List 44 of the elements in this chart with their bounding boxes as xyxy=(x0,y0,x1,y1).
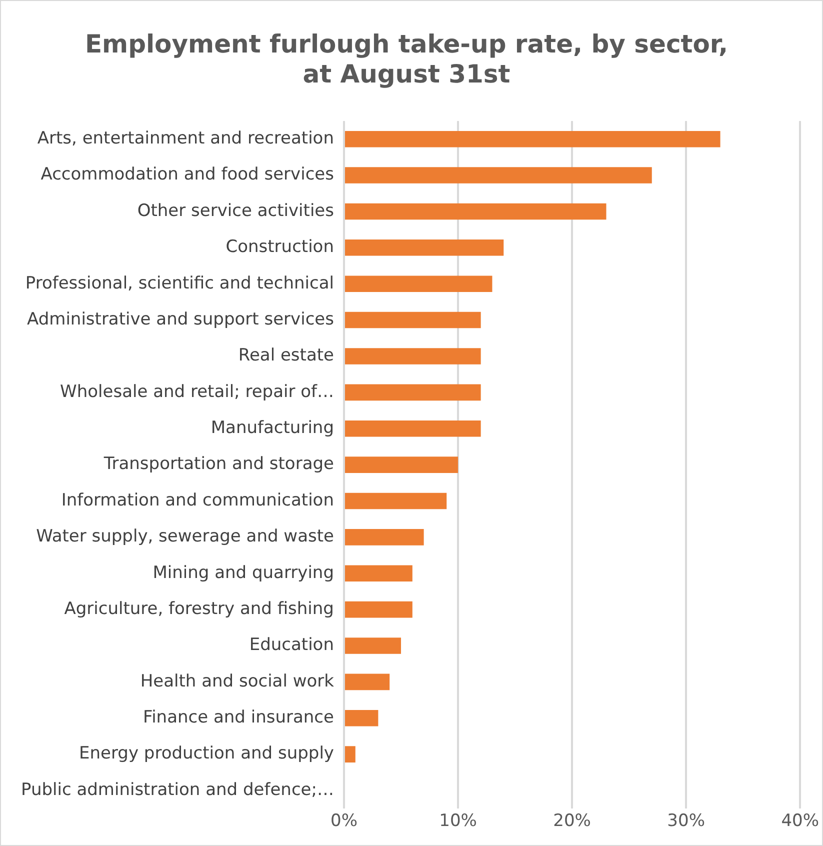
y-tick-label: Water supply, sewerage and waste xyxy=(36,526,334,547)
bar xyxy=(344,710,378,726)
y-tick-label: Arts, entertainment and recreation xyxy=(37,128,334,149)
x-tick-label: 20% xyxy=(553,811,591,832)
y-tick-label: Transportation and storage xyxy=(102,454,334,474)
y-tick-label: Real estate xyxy=(238,346,334,366)
bar xyxy=(344,565,412,582)
x-tick-label: 30% xyxy=(667,811,705,832)
y-tick-label: Education xyxy=(249,635,334,656)
y-tick-label: Accommodation and food services xyxy=(40,164,334,185)
bar xyxy=(344,203,606,220)
y-tick-label: Agriculture, forestry and fishing xyxy=(64,598,334,619)
bar xyxy=(344,529,424,546)
bar xyxy=(344,456,458,473)
y-tick-label: Information and communication xyxy=(61,490,334,510)
y-tick-label: Other service activities xyxy=(137,200,334,221)
y-tick-label: Construction xyxy=(226,237,334,258)
y-tick-label: Professional, scientific and technical xyxy=(25,273,334,294)
bar xyxy=(344,167,652,184)
bar xyxy=(344,601,412,618)
bar xyxy=(344,312,481,328)
bar xyxy=(344,348,481,364)
y-tick-label: Finance and insurance xyxy=(143,708,334,728)
y-tick-label: Energy production and supply xyxy=(78,744,334,764)
text: at August 31st xyxy=(302,60,510,88)
x-tick-label: 0% xyxy=(330,811,358,832)
text: Employment furlough take-up rate, by sector, xyxy=(84,30,728,58)
bar xyxy=(344,674,390,690)
bar xyxy=(344,130,720,148)
bar xyxy=(344,420,481,437)
x-tick-label: 10% xyxy=(439,811,477,832)
y-tick-label: Health and social work xyxy=(140,671,334,692)
bar xyxy=(344,240,504,256)
bar xyxy=(344,384,481,401)
bar xyxy=(344,276,492,292)
y-tick-label: Manufacturing xyxy=(210,418,334,438)
x-tick-label: 40% xyxy=(781,811,820,832)
y-tick-label: Administrative and support services xyxy=(27,309,334,330)
y-tick-label: Mining and quarrying xyxy=(152,562,334,583)
y-tick-label: Wholesale and retail; repair of… xyxy=(60,382,334,402)
bar xyxy=(344,492,447,510)
bar xyxy=(344,638,402,654)
y-tick-label: Public administration and defence;… xyxy=(20,780,334,800)
bar xyxy=(344,746,356,762)
